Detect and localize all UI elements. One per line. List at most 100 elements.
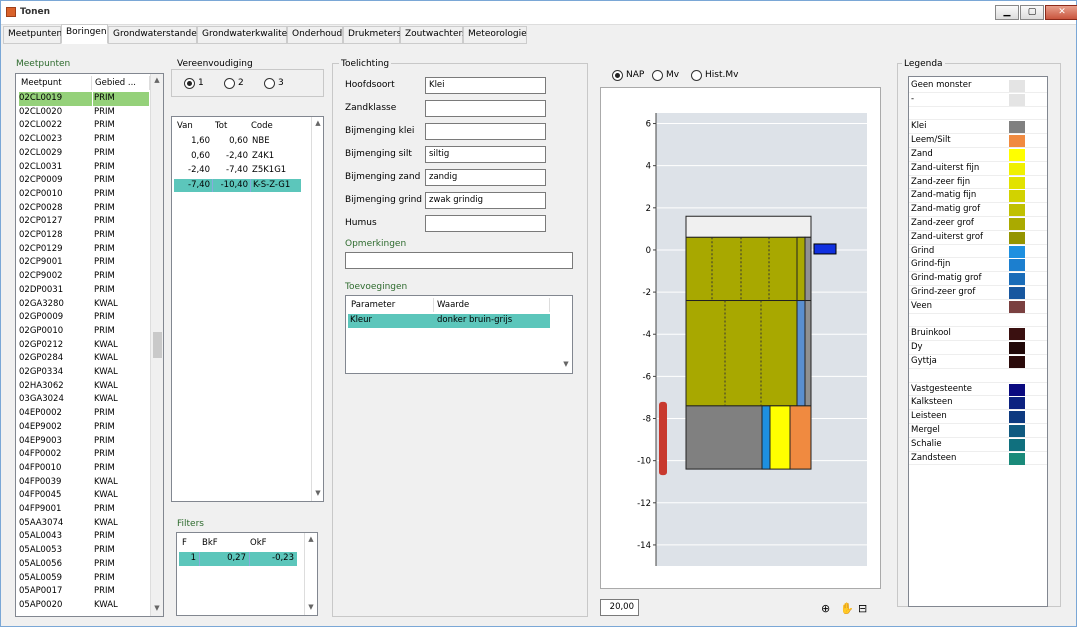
legend-label: Gyttja	[911, 356, 937, 366]
toelichting-field[interactable]: Klei	[425, 77, 546, 94]
filters-scroll-down-icon[interactable]: ▼	[308, 603, 314, 611]
meetpunt-row[interactable]: 02CP0129 PRIM	[16, 243, 150, 257]
toevoeging-row[interactable]: Kleur donker bruin-grijs	[348, 314, 550, 328]
meetpunt-row[interactable]: 05AA3074 KWAL	[16, 517, 150, 531]
toelichting-field[interactable]: zwak grindig	[425, 192, 546, 209]
layer-row[interactable]: 0,60 -2,40 Z4K1	[174, 150, 301, 164]
code-column-header[interactable]: Code	[248, 119, 308, 133]
tab-drukmeters[interactable]: Drukmeters	[343, 26, 401, 44]
layer-row[interactable]: -7,40 -10,40 K-S-Z-G1	[174, 178, 301, 193]
meetpunt-row[interactable]: 02GP0212 KWAL	[16, 339, 150, 353]
scroll-up-icon[interactable]: ▲	[154, 76, 160, 84]
layers-scrollbar[interactable]: ▲ ▼	[311, 117, 323, 501]
mv-radio[interactable]	[652, 70, 663, 81]
meetpunt-row[interactable]: 04FP0045 KWAL	[16, 489, 150, 503]
layer-row[interactable]: -2,40 -7,40 Z5K1G1	[174, 164, 301, 178]
filter-row[interactable]: 1 0,27 -0,23	[179, 552, 297, 566]
nap-radio[interactable]	[612, 70, 623, 81]
meetpunt-row[interactable]: 02CP0127 PRIM	[16, 215, 150, 229]
tab-zoutwachters[interactable]: Zoutwachters	[400, 26, 467, 44]
meetpunt-row[interactable]: 02GA3280 KWAL	[16, 298, 150, 312]
meetpunt-row[interactable]: 05AP0020 KWAL	[16, 599, 150, 613]
tab-grondwaterkwaliteit[interactable]: Grondwaterkwaliteit	[197, 26, 293, 44]
meetpunt-row[interactable]: 02GP0334 KWAL	[16, 366, 150, 380]
meetpunt-row[interactable]: 02CL0020 PRIM	[16, 106, 150, 120]
bkf-column-header[interactable]: BkF	[199, 536, 247, 550]
meetpunt-row[interactable]: 04FP9001 PRIM	[16, 503, 150, 517]
meetpunt-row[interactable]: 05AL0056 PRIM	[16, 558, 150, 572]
parameter-column-header[interactable]: Parameter	[348, 298, 434, 312]
meetpunt-row[interactable]: 02GP0009 PRIM	[16, 311, 150, 325]
meetpunt-row[interactable]: 02CP0009 PRIM	[16, 174, 150, 188]
meetpunt-row[interactable]: 05AL0059 PRIM	[16, 572, 150, 586]
van-column-header[interactable]: Van	[174, 119, 212, 133]
toelichting-field[interactable]	[425, 215, 546, 232]
minimize-button[interactable]: ▁	[995, 5, 1019, 20]
waarde-column-header[interactable]: Waarde	[434, 298, 550, 312]
vereenvoudiging-radio-2[interactable]	[224, 78, 235, 89]
tab-onderhoud[interactable]: Onderhoud	[287, 26, 343, 44]
meetpunt-row[interactable]: 03GA3024 KWAL	[16, 393, 150, 407]
scroll-down-icon[interactable]: ▼	[154, 604, 160, 612]
maximize-button[interactable]: ▢	[1020, 5, 1044, 20]
meetpunt-row[interactable]: 04EP9003 PRIM	[16, 435, 150, 449]
meetpunt-row[interactable]: 02CP0028 PRIM	[16, 202, 150, 216]
legend-label: Grind-matig grof	[911, 273, 982, 284]
tab-boringen[interactable]: Boringen	[61, 24, 108, 44]
meetpunt-row[interactable]: 02GP0010 PRIM	[16, 325, 150, 339]
legend-item: Zand-matig grof	[909, 203, 1047, 217]
meetpunt-row[interactable]: 02CL0019 PRIM	[16, 92, 150, 106]
close-button[interactable]: ✕	[1045, 5, 1077, 20]
meetpunt-row[interactable]: 02CL0023 PRIM	[16, 133, 150, 147]
tot-column-header[interactable]: Tot	[212, 119, 248, 133]
vereenvoudiging-radio-1[interactable]	[184, 78, 195, 89]
layer-row[interactable]: 1,60 0,60 NBE	[174, 135, 301, 149]
scale-field[interactable]: 20,00	[600, 599, 639, 616]
zoom-in-icon[interactable]: ⊕	[821, 602, 831, 615]
meetpunt-row[interactable]: 05AL0053 PRIM	[16, 544, 150, 558]
meetpunt-row[interactable]: 02HA3062 KWAL	[16, 380, 150, 394]
layer-tot: 0,60	[229, 136, 248, 146]
meetpunt-row[interactable]: 04EP0002 PRIM	[16, 407, 150, 421]
toelichting-field[interactable]: zandig	[425, 169, 546, 186]
layers-scroll-up-icon[interactable]: ▲	[315, 119, 321, 127]
tab-grondwaterstanden[interactable]: Grondwaterstanden	[108, 26, 202, 44]
layers-scroll-down-icon[interactable]: ▼	[315, 489, 321, 497]
gebied-column-header[interactable]: Gebied ...	[92, 76, 150, 90]
toevoegingen-scroll-down-icon[interactable]: ▼	[563, 360, 569, 368]
meetpunt-row[interactable]: 02GP0284 KWAL	[16, 352, 150, 366]
toelichting-field[interactable]	[425, 123, 546, 140]
meetpunt-row[interactable]: 05AP0017 PRIM	[16, 585, 150, 599]
tab-meetpunten[interactable]: Meetpunten	[3, 26, 62, 44]
vereenvoudiging-radio-3[interactable]	[264, 78, 275, 89]
meetpunt-row[interactable]: 02CL0029 PRIM	[16, 147, 150, 161]
meetpunt-row[interactable]: 04FP0002 PRIM	[16, 448, 150, 462]
zoom-out-icon[interactable]: ⊟	[858, 602, 868, 615]
meetpunt-row[interactable]: 02CP9001 PRIM	[16, 256, 150, 270]
meetpunt-row[interactable]: 02CL0031 PRIM	[16, 161, 150, 175]
meetpunt-row[interactable]: 02CP0128 PRIM	[16, 229, 150, 243]
pan-hand-icon[interactable]: ✋	[840, 602, 854, 615]
okf-column-header[interactable]: OkF	[247, 536, 297, 550]
boring-chart[interactable]: 6 4 2 0 -2 -4 -6 -8 -10 -12 -14	[600, 87, 881, 589]
filters-scroll-up-icon[interactable]: ▲	[308, 535, 314, 543]
meetpunt-row[interactable]: 04EP9002 PRIM	[16, 421, 150, 435]
toelichting-field[interactable]: siltig	[425, 146, 546, 163]
meetpunt-row[interactable]: 04FP0010 PRIM	[16, 462, 150, 476]
meetpunten-scrollbar[interactable]: ▲ ▼	[150, 74, 163, 616]
meetpunt-row[interactable]: 05AL0043 PRIM	[16, 530, 150, 544]
meetpunt-column-header[interactable]: Meetpunt	[18, 76, 92, 90]
meetpunt-row[interactable]: 02CP0010 PRIM	[16, 188, 150, 202]
meetpunt-row[interactable]: 04FP0039 KWAL	[16, 476, 150, 490]
tab-meteorologie[interactable]: Meteorologie	[463, 26, 527, 44]
scroll-thumb[interactable]	[153, 332, 162, 358]
meetpunt-row[interactable]: 02DP0031 PRIM	[16, 284, 150, 298]
opmerkingen-field[interactable]	[345, 252, 573, 269]
histmv-radio[interactable]	[691, 70, 702, 81]
meetpunt-row[interactable]: 02CP9002 PRIM	[16, 270, 150, 284]
filters-scrollbar[interactable]: ▲ ▼	[304, 533, 317, 615]
toelichting-field[interactable]	[425, 100, 546, 117]
legend-label: Leisteen	[911, 411, 947, 422]
meetpunt-row[interactable]: 02CL0022 PRIM	[16, 119, 150, 133]
f-column-header[interactable]: F	[179, 536, 199, 550]
